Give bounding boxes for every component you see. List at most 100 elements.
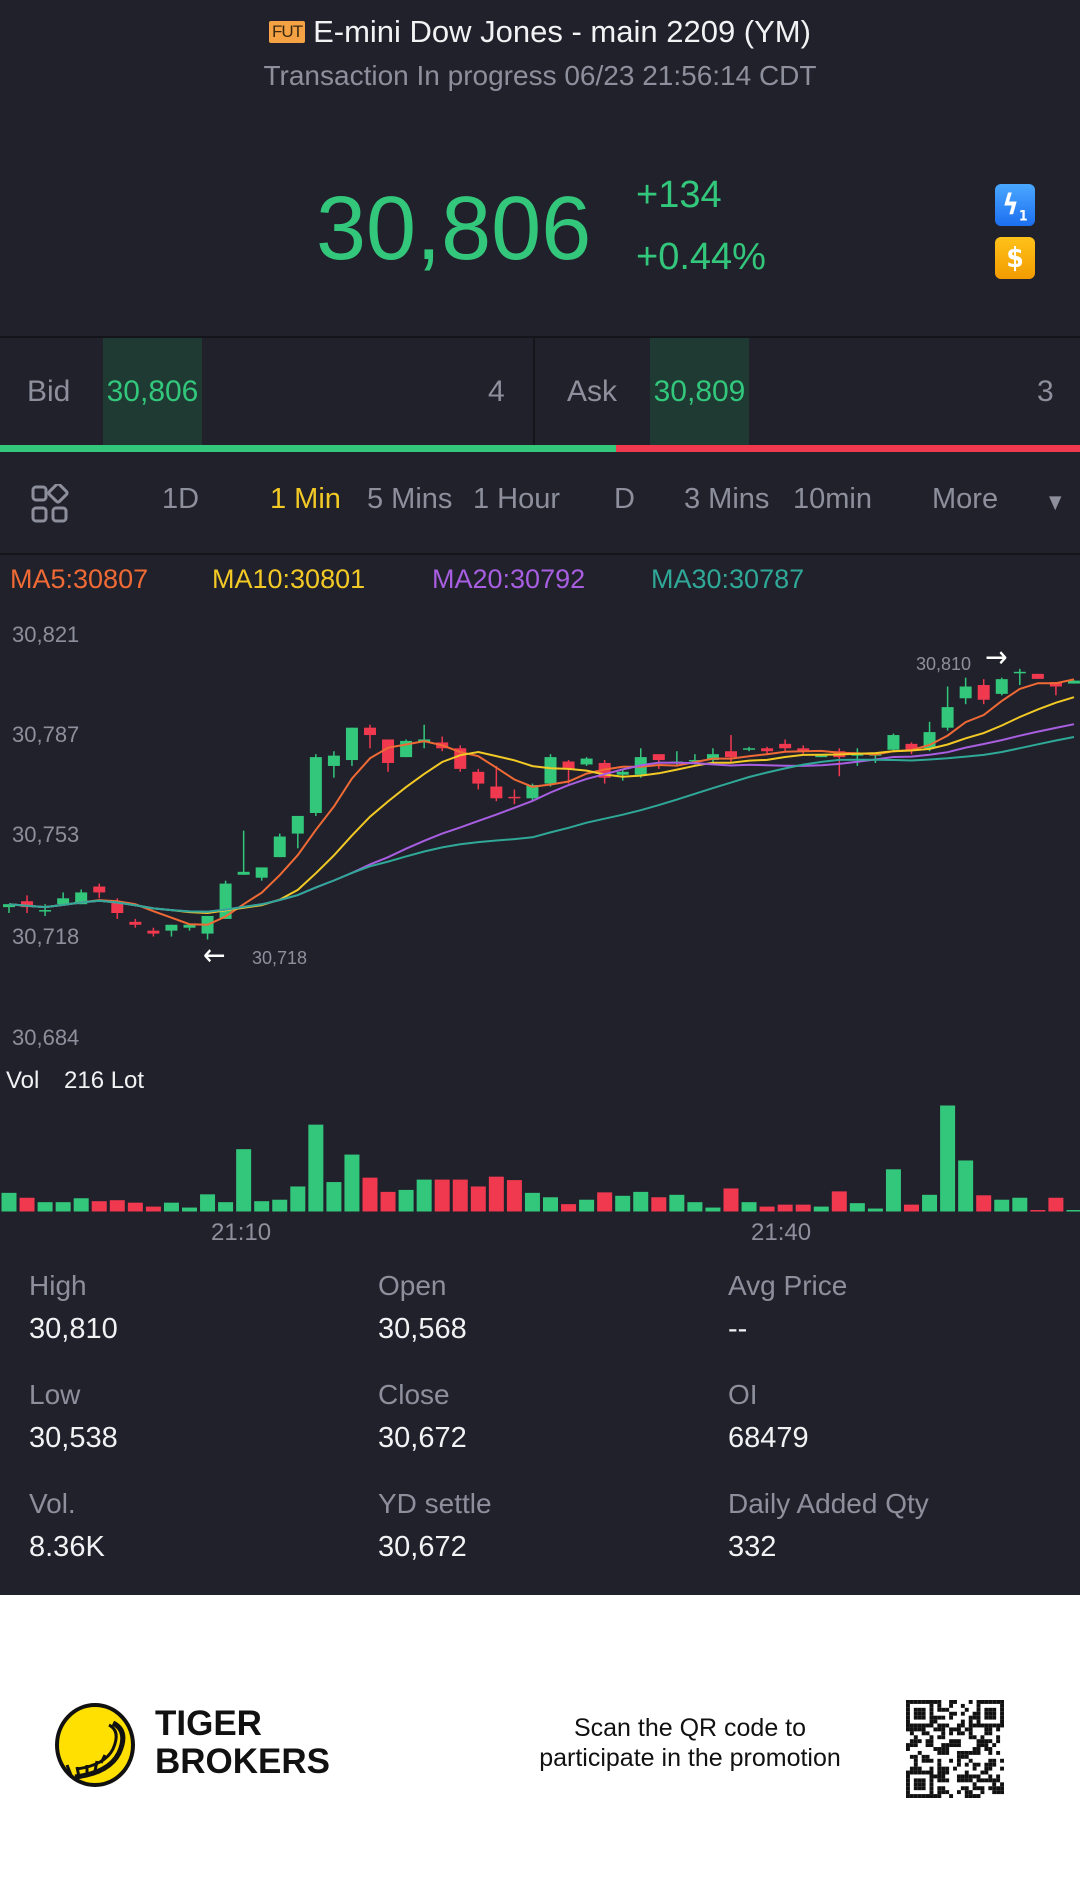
- qr-module: [921, 1778, 926, 1783]
- qr-module: [988, 1727, 993, 1732]
- qr-module: [917, 1782, 922, 1787]
- qr-module: [917, 1700, 922, 1704]
- x-tick: 21:10: [211, 1219, 272, 1246]
- qr-module: [956, 1727, 961, 1732]
- volume-bar: [91, 1201, 107, 1212]
- qr-module: [917, 1766, 922, 1771]
- qr-module: [980, 1770, 985, 1775]
- qr-module: [992, 1715, 997, 1720]
- ma5-value: MA5:30807: [10, 564, 149, 594]
- qr-module: [992, 1790, 997, 1795]
- qr-module: [917, 1711, 922, 1716]
- qr-module: [925, 1731, 930, 1736]
- volume-bar: [543, 1197, 558, 1212]
- qr-module: [906, 1727, 910, 1732]
- qr-module: [909, 1731, 914, 1736]
- tab-10min[interactable]: 10min: [793, 483, 872, 515]
- qr-module: [976, 1774, 981, 1779]
- qr-module: [988, 1758, 993, 1763]
- layout-grid-icon[interactable]: [31, 482, 71, 524]
- volume-bar: [741, 1202, 757, 1212]
- candle-body: [472, 771, 485, 784]
- volume-bar: [506, 1180, 522, 1212]
- qr-module: [925, 1794, 930, 1798]
- y-tick: 30,787: [12, 722, 80, 747]
- qr-module: [917, 1727, 922, 1732]
- tiger-brokers-logo: [53, 1703, 137, 1787]
- candle-body: [797, 748, 810, 752]
- qr-code[interactable]: [906, 1700, 1004, 1798]
- qr-module: [996, 1739, 1001, 1744]
- qr-module: [988, 1786, 993, 1791]
- candle-body: [851, 754, 864, 756]
- qr-module: [941, 1727, 946, 1732]
- lightning-icon[interactable]: ϟ1: [995, 184, 1035, 226]
- tab-3-mins[interactable]: 3 Mins: [684, 483, 770, 515]
- qr-module: [949, 1739, 954, 1744]
- volume-bar: [524, 1192, 540, 1212]
- qr-module: [937, 1750, 942, 1755]
- qr-module: [984, 1747, 989, 1751]
- tab-more[interactable]: More: [932, 483, 999, 515]
- volume-bar: [831, 1191, 847, 1212]
- qr-module: [956, 1774, 961, 1779]
- chevron-down-icon[interactable]: ▼: [1049, 492, 1062, 513]
- candle-body: [345, 727, 358, 761]
- qr-module: [968, 1794, 973, 1798]
- volume-value: 216 Lot: [64, 1067, 145, 1094]
- candlestick-chart[interactable]: [0, 600, 1080, 1250]
- candle-body: [490, 786, 503, 799]
- qr-module: [968, 1723, 973, 1728]
- qr-module: [949, 1743, 954, 1748]
- qr-module: [929, 1774, 934, 1779]
- qr-module: [906, 1782, 910, 1787]
- tab-5-mins[interactable]: 5 Mins: [367, 483, 453, 515]
- ask-price[interactable]: 30,809: [650, 338, 749, 445]
- stat-label: Daily Added Qty: [728, 1488, 929, 1519]
- qr-module: [968, 1790, 973, 1795]
- qr-module: [941, 1770, 946, 1775]
- qr-module: [909, 1770, 914, 1775]
- volume-bar: [19, 1197, 35, 1212]
- qr-module: [996, 1786, 1001, 1791]
- qr-module: [960, 1711, 965, 1716]
- tab-1-min[interactable]: 1 Min: [270, 483, 341, 515]
- qr-module: [921, 1727, 926, 1732]
- qr-module: [913, 1723, 918, 1728]
- qr-module: [937, 1703, 942, 1708]
- dollar-icon[interactable]: $: [995, 237, 1035, 279]
- qr-module: [906, 1703, 910, 1708]
- qr-module: [925, 1700, 930, 1704]
- tab-1d[interactable]: 1D: [162, 483, 200, 515]
- candle-body: [779, 743, 792, 749]
- volume-bar: [37, 1202, 53, 1212]
- tab-1-hour[interactable]: 1 Hour: [473, 483, 561, 515]
- tab-d[interactable]: D: [614, 483, 635, 515]
- qr-module: [933, 1719, 938, 1724]
- qr-module: [992, 1700, 997, 1704]
- high-marker-label: 30,810: [916, 654, 972, 674]
- volume-bar: [163, 1202, 179, 1212]
- qr-module: [906, 1774, 910, 1779]
- candle-body: [237, 871, 250, 875]
- qr-module: [964, 1770, 969, 1775]
- qr-module: [992, 1758, 997, 1763]
- stat-value: 30,568: [378, 1313, 467, 1345]
- qr-module: [929, 1700, 934, 1704]
- qr-module: [913, 1739, 918, 1744]
- qr-module: [941, 1786, 946, 1791]
- qr-module: [909, 1794, 914, 1798]
- volume-bar: [940, 1105, 956, 1212]
- qr-module: [909, 1754, 914, 1759]
- volume-bar: [849, 1203, 865, 1212]
- arrow-right-icon: →: [985, 640, 1008, 675]
- bid-price[interactable]: 30,806: [103, 338, 202, 445]
- qr-module: [980, 1723, 985, 1728]
- promo-text-line2: participate in the promotion: [539, 1744, 841, 1772]
- candle-body: [526, 785, 539, 799]
- qr-module: [984, 1727, 989, 1732]
- qr-module: [992, 1782, 997, 1787]
- qr-module: [937, 1700, 942, 1704]
- qr-module: [960, 1731, 965, 1736]
- qr-module: [976, 1707, 981, 1712]
